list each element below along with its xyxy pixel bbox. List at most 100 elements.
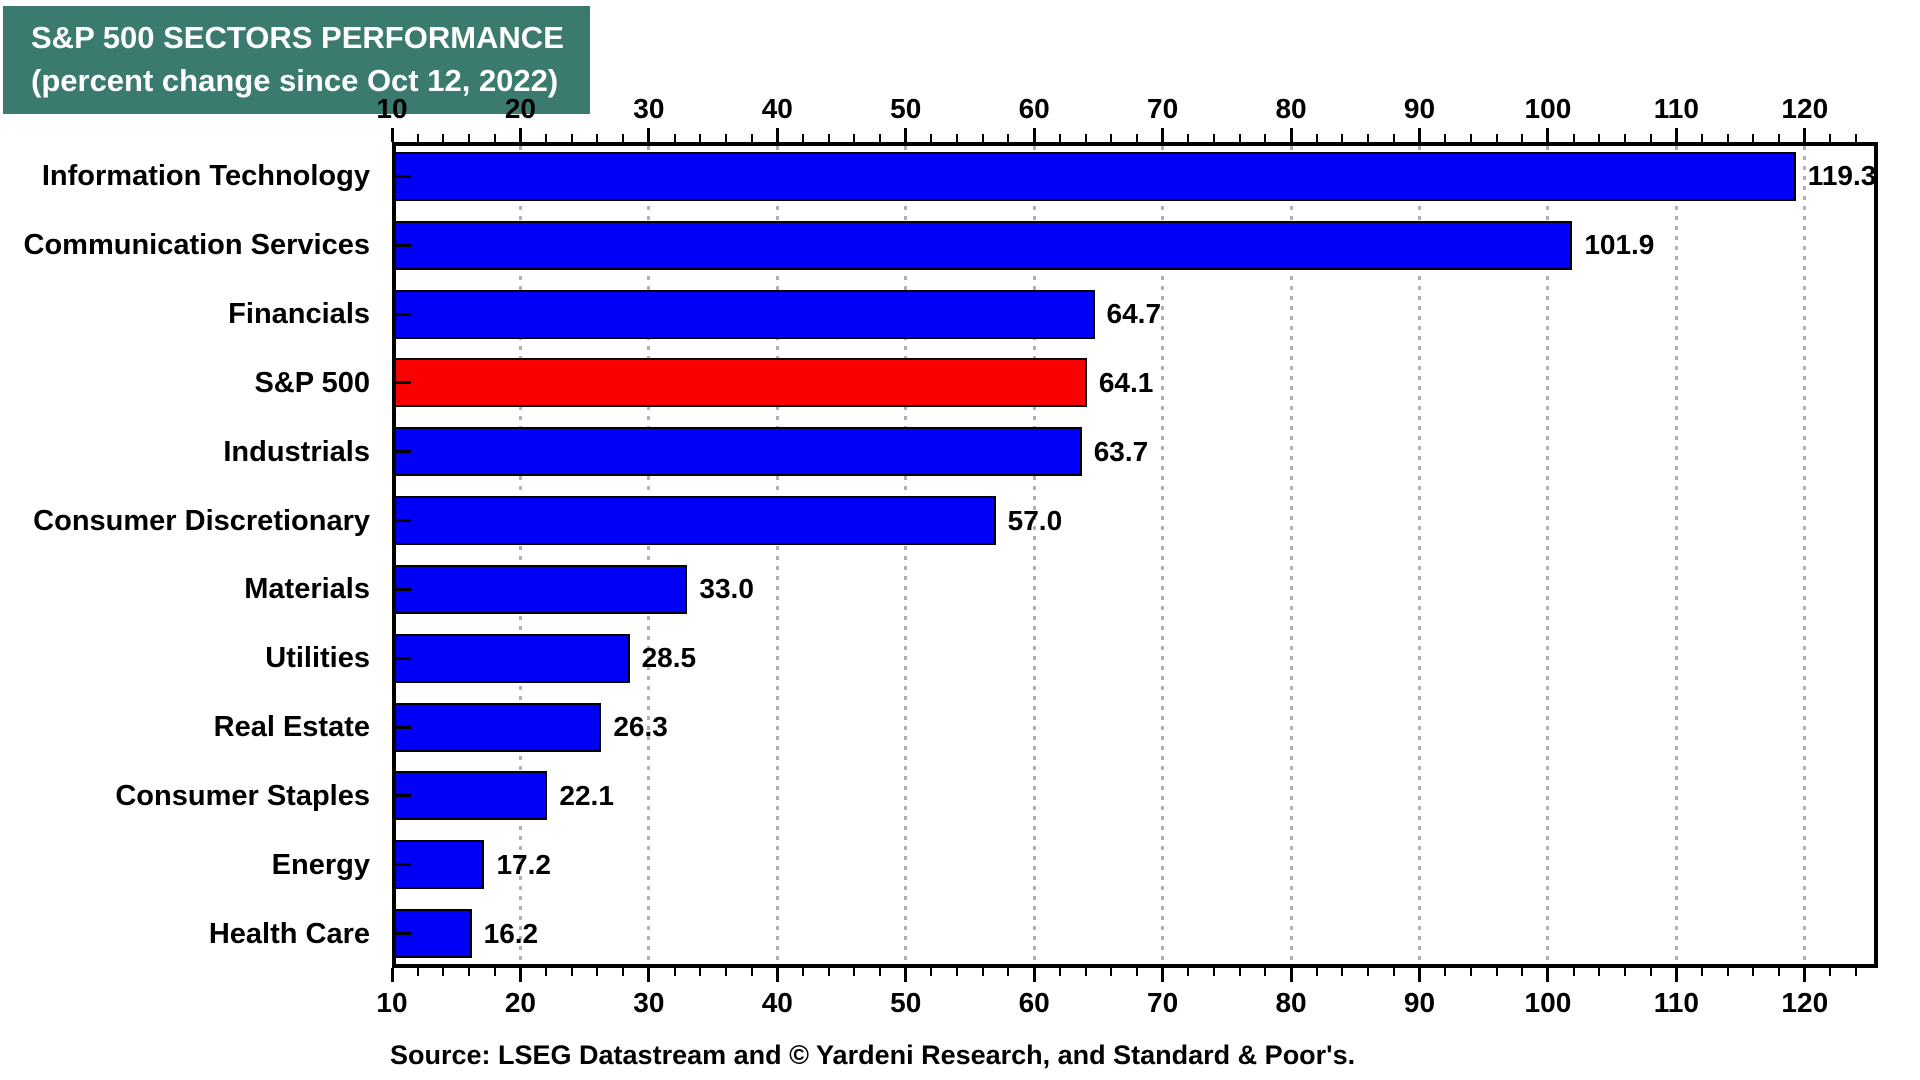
x-axis-major-tick bbox=[390, 128, 394, 142]
x-axis-tick-label: 10 bbox=[376, 93, 408, 124]
gridline bbox=[1161, 146, 1165, 964]
x-axis-minor-tick bbox=[1572, 968, 1575, 976]
bar-sp500 bbox=[394, 358, 1087, 408]
x-axis-minor-tick bbox=[1058, 968, 1061, 976]
x-axis-minor-tick bbox=[1495, 968, 1498, 976]
x-axis-minor-tick bbox=[442, 968, 445, 976]
x-axis-minor-tick bbox=[930, 134, 933, 142]
x-axis-minor-tick bbox=[1726, 134, 1729, 142]
x-axis-minor-tick bbox=[750, 134, 753, 142]
bar bbox=[394, 289, 1095, 339]
x-axis-minor-tick bbox=[699, 134, 702, 142]
x-axis-minor-tick bbox=[1521, 968, 1524, 976]
bar bbox=[394, 771, 548, 821]
x-axis-tick-label: 10 bbox=[376, 987, 408, 1018]
x-axis-minor-tick bbox=[1238, 968, 1241, 976]
x-axis-minor-tick bbox=[1829, 134, 1832, 142]
x-axis-minor-tick bbox=[442, 134, 445, 142]
value-label: 119.3 bbox=[1807, 160, 1877, 192]
x-axis-minor-tick bbox=[1469, 968, 1472, 976]
x-axis-minor-tick bbox=[570, 134, 573, 142]
x-axis-minor-tick bbox=[1469, 134, 1472, 142]
x-axis-minor-tick bbox=[956, 134, 959, 142]
x-axis-minor-tick bbox=[879, 968, 882, 976]
x-axis-minor-tick bbox=[1212, 968, 1215, 976]
x-axis-minor-tick bbox=[1778, 134, 1781, 142]
x-axis-major-tick bbox=[647, 128, 651, 142]
x-axis-major-tick bbox=[390, 968, 394, 982]
gridline bbox=[1674, 146, 1678, 964]
x-axis-tick-label: 20 bbox=[504, 987, 536, 1018]
x-axis-tick-label: 40 bbox=[761, 93, 793, 124]
x-axis-minor-tick bbox=[1110, 134, 1113, 142]
x-axis-minor-tick bbox=[1341, 968, 1344, 976]
x-axis-minor-tick bbox=[1238, 134, 1241, 142]
x-axis-major-tick bbox=[1289, 968, 1293, 982]
x-axis-major-tick bbox=[904, 968, 908, 982]
x-axis-minor-tick bbox=[930, 968, 933, 976]
y-axis-tick bbox=[396, 381, 411, 385]
category-label: Information Technology bbox=[41, 160, 370, 193]
x-axis-minor-tick bbox=[1623, 134, 1626, 142]
x-axis-tick-label: 30 bbox=[633, 987, 665, 1018]
gridline bbox=[775, 146, 779, 964]
x-axis-tick-label: 90 bbox=[1403, 987, 1436, 1018]
x-axis-minor-tick bbox=[750, 968, 753, 976]
x-axis-minor-tick bbox=[1623, 968, 1626, 976]
gridline bbox=[1417, 146, 1421, 964]
x-axis-minor-tick bbox=[1007, 134, 1010, 142]
category-label: Utilities bbox=[265, 642, 370, 675]
x-axis-tick-label: 20 bbox=[504, 93, 536, 124]
x-axis-minor-tick bbox=[1521, 134, 1524, 142]
x-axis-minor-tick bbox=[981, 134, 984, 142]
x-axis-minor-tick bbox=[468, 134, 471, 142]
x-axis-tick-label: 100 bbox=[1524, 987, 1572, 1018]
gridline bbox=[647, 146, 651, 964]
value-label: 16.2 bbox=[483, 917, 539, 949]
y-axis-tick bbox=[396, 450, 411, 454]
x-axis-major-tick bbox=[1546, 968, 1550, 982]
x-axis-tick-label: 40 bbox=[761, 987, 793, 1018]
bar bbox=[394, 151, 1796, 201]
x-axis-minor-tick bbox=[1315, 134, 1318, 142]
category-label: Consumer Staples bbox=[115, 779, 370, 812]
x-axis-minor-tick bbox=[673, 968, 676, 976]
x-axis-minor-tick bbox=[1649, 134, 1652, 142]
x-axis-minor-tick bbox=[1135, 968, 1138, 976]
y-axis-tick bbox=[396, 794, 411, 798]
chart-subtitle: (percent change since Oct 12, 2022) bbox=[31, 63, 559, 98]
value-label: 17.2 bbox=[496, 848, 551, 880]
value-label: 57.0 bbox=[1007, 504, 1063, 536]
x-axis-minor-tick bbox=[1752, 134, 1755, 142]
bar bbox=[394, 220, 1573, 270]
y-axis-tick bbox=[396, 725, 411, 729]
bar bbox=[394, 564, 688, 614]
x-axis-major-tick bbox=[518, 968, 522, 982]
bar bbox=[394, 702, 602, 752]
x-axis-minor-tick bbox=[1135, 134, 1138, 142]
x-axis-minor-tick bbox=[956, 968, 959, 976]
x-axis-minor-tick bbox=[1778, 968, 1781, 976]
x-axis-minor-tick bbox=[801, 134, 804, 142]
category-label: Energy bbox=[271, 848, 370, 881]
x-axis-major-tick bbox=[1803, 968, 1807, 982]
bar bbox=[394, 633, 630, 683]
x-axis-major-tick bbox=[904, 128, 908, 142]
x-axis-minor-tick bbox=[1829, 968, 1832, 976]
x-axis-major-tick bbox=[518, 128, 522, 142]
x-axis-minor-tick bbox=[673, 134, 676, 142]
y-axis-tick bbox=[396, 243, 411, 247]
x-axis-minor-tick bbox=[1572, 134, 1575, 142]
x-axis-minor-tick bbox=[1701, 968, 1704, 976]
x-axis-tick-label: 70 bbox=[1147, 987, 1179, 1018]
x-axis-minor-tick bbox=[1367, 968, 1370, 976]
category-label: Materials bbox=[244, 573, 370, 606]
x-axis-major-tick bbox=[1546, 128, 1550, 142]
x-axis-minor-tick bbox=[1084, 968, 1087, 976]
value-label: 101.9 bbox=[1584, 229, 1655, 261]
x-axis-minor-tick bbox=[1392, 968, 1395, 976]
x-axis-minor-tick bbox=[1444, 968, 1447, 976]
x-axis-tick-label: 110 bbox=[1653, 987, 1699, 1018]
y-axis-tick bbox=[396, 174, 411, 178]
category-label: Health Care bbox=[208, 917, 370, 950]
